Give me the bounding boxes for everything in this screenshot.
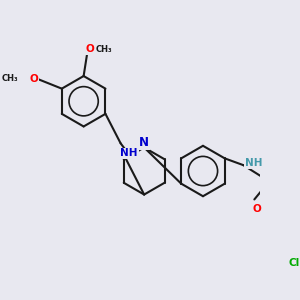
Text: O: O [30, 74, 38, 84]
Text: O: O [86, 44, 95, 54]
Text: CH₃: CH₃ [2, 74, 18, 83]
Text: NH: NH [244, 158, 262, 168]
Text: N: N [139, 136, 149, 149]
Text: Cl: Cl [289, 258, 300, 268]
Text: O: O [252, 204, 261, 214]
Text: CH₃: CH₃ [95, 45, 112, 54]
Text: NH: NH [120, 148, 138, 158]
